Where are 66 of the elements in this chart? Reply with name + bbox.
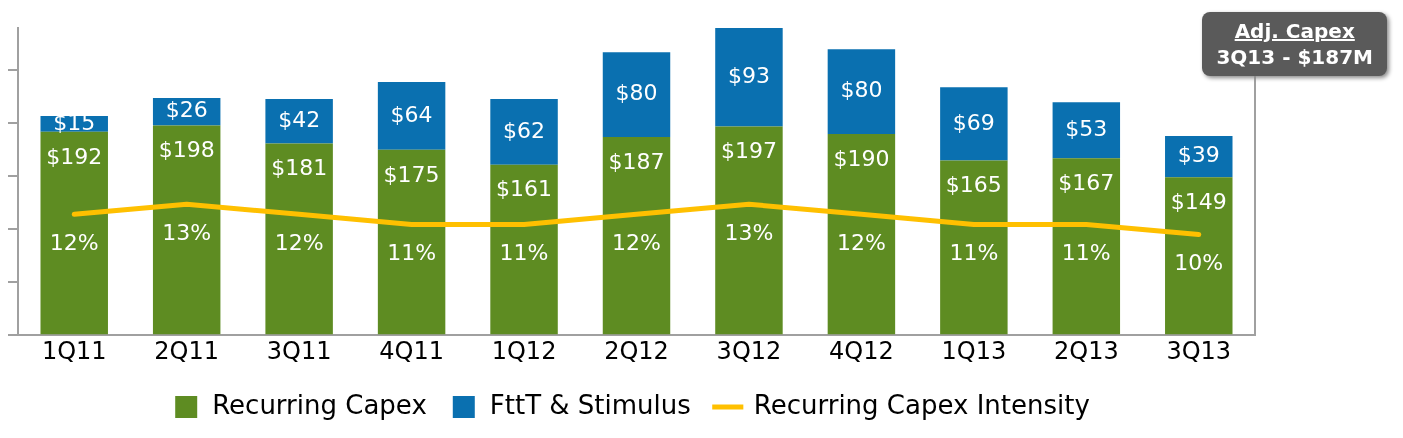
legend-label: Recurring Capex Intensity bbox=[753, 389, 1090, 420]
data-label: $175 bbox=[383, 161, 440, 187]
data-label: $167 bbox=[1058, 170, 1115, 196]
bar bbox=[715, 28, 783, 127]
data-label: 10% bbox=[1174, 250, 1224, 276]
bar bbox=[1052, 158, 1121, 335]
data-label: $69 bbox=[952, 109, 995, 135]
annotation: Adj. Capex 3Q13 - $187M bbox=[1216, 18, 1373, 70]
bar bbox=[827, 133, 896, 335]
data-label: 12% bbox=[49, 230, 99, 256]
bar bbox=[827, 49, 896, 134]
bar bbox=[377, 82, 446, 150]
data-label: $190 bbox=[833, 145, 890, 171]
data-label: 12% bbox=[836, 230, 886, 256]
bar bbox=[490, 98, 558, 165]
x-tick-label: 3Q13 bbox=[1166, 336, 1232, 365]
x-tick-label: 1Q13 bbox=[941, 336, 1007, 365]
data-label: $187 bbox=[608, 148, 665, 174]
bar bbox=[265, 143, 333, 335]
data-label: $149 bbox=[1170, 189, 1227, 215]
data-label: $93 bbox=[727, 62, 770, 88]
data-label: 11% bbox=[1061, 240, 1111, 266]
x-tick-label: 2Q13 bbox=[1053, 336, 1119, 365]
data-label: 11% bbox=[499, 240, 549, 266]
x-tick-label: 1Q12 bbox=[491, 336, 557, 365]
x-tick-label: 4Q11 bbox=[379, 336, 444, 365]
x-tick-label: 3Q12 bbox=[716, 336, 782, 365]
bar bbox=[40, 131, 108, 335]
x-tick-label: 2Q12 bbox=[604, 336, 669, 365]
data-label: $161 bbox=[496, 176, 553, 202]
data-label: 12% bbox=[612, 230, 661, 256]
bar bbox=[490, 164, 558, 335]
data-label: $165 bbox=[945, 172, 1002, 198]
bar bbox=[715, 126, 783, 335]
data-label: $192 bbox=[46, 143, 103, 169]
bar bbox=[602, 52, 671, 138]
data-label: 13% bbox=[724, 219, 774, 245]
x-tick-label: 1Q11 bbox=[41, 336, 107, 365]
legend-label: Recurring Capex bbox=[212, 389, 427, 420]
data-label: $26 bbox=[165, 97, 208, 123]
data-label: $197 bbox=[720, 138, 777, 164]
data-label: $53 bbox=[1065, 115, 1108, 141]
data-label: 13% bbox=[162, 219, 212, 245]
bar bbox=[377, 149, 446, 335]
data-label: $39 bbox=[1177, 142, 1220, 168]
bar bbox=[940, 87, 1008, 161]
data-label: $64 bbox=[390, 101, 433, 127]
bar bbox=[1165, 177, 1233, 335]
legend-label: FttT & Stimulus bbox=[489, 389, 691, 420]
data-label: $80 bbox=[615, 80, 658, 106]
bar bbox=[152, 125, 221, 335]
data-label: $42 bbox=[278, 106, 321, 132]
x-tick-label: 4Q12 bbox=[829, 336, 894, 365]
bar bbox=[265, 98, 333, 144]
data-label: $62 bbox=[503, 117, 546, 143]
bar bbox=[1052, 102, 1121, 159]
data-label: $181 bbox=[271, 155, 328, 181]
bar bbox=[602, 137, 671, 335]
data-label: 11% bbox=[387, 240, 437, 266]
data-label: $80 bbox=[840, 77, 883, 103]
bar bbox=[940, 160, 1008, 335]
x-tick-label: 3Q11 bbox=[266, 336, 332, 365]
data-label: $198 bbox=[158, 137, 215, 163]
x-tick-label: 2Q11 bbox=[154, 336, 220, 365]
data-label: 12% bbox=[274, 230, 324, 256]
data-label: 11% bbox=[949, 240, 999, 266]
